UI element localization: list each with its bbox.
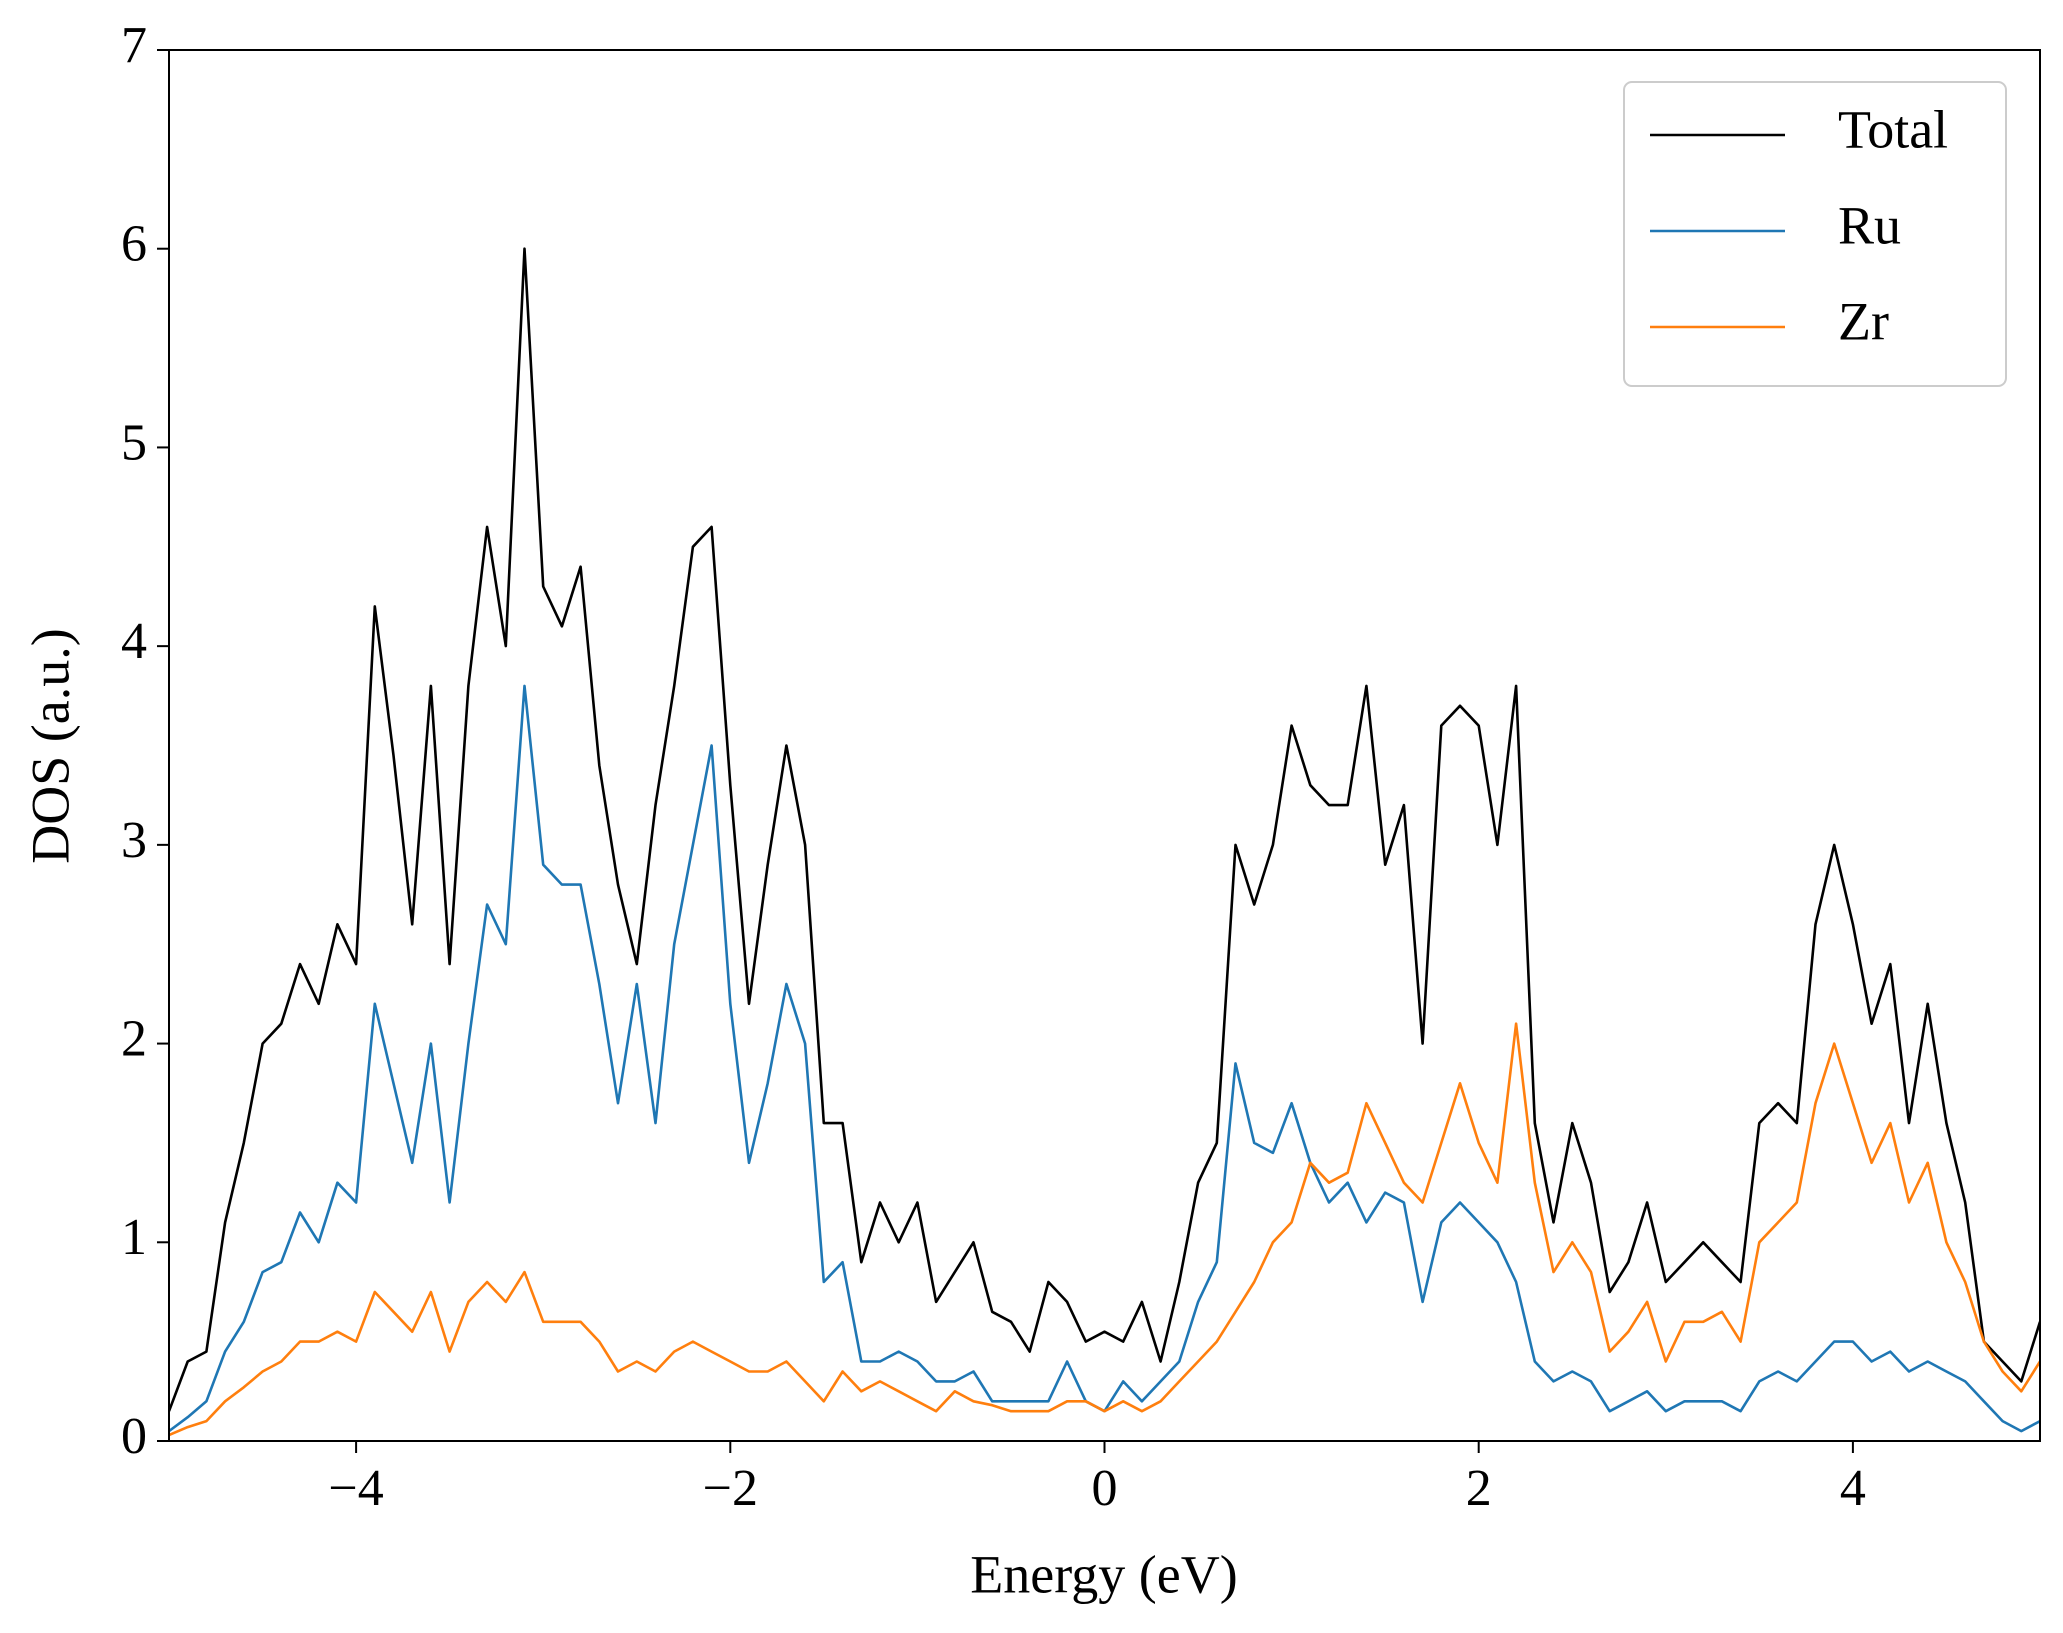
x-tick-label: −2 — [703, 1460, 758, 1517]
legend-label: Total — [1838, 99, 1948, 159]
x-tick-label: 0 — [1092, 1460, 1118, 1517]
line-series — [169, 684, 2040, 1433]
y-axis-label: DOS (a.u.) — [20, 628, 80, 863]
y-tick-label: 0 — [121, 1408, 147, 1465]
x-tick-label: 2 — [1466, 1460, 1492, 1517]
plot-frame — [168, 49, 2041, 1442]
y-tick-label: 5 — [121, 414, 147, 471]
x-tick-label: 4 — [1840, 1460, 1866, 1517]
legend-label: Zr — [1838, 291, 1889, 351]
y-tick-label: 4 — [121, 613, 147, 670]
line-series — [169, 1022, 2040, 1437]
legend-label: Ru — [1838, 195, 1901, 255]
y-tick-label: 1 — [121, 1209, 147, 1266]
legend-box — [1623, 81, 2007, 387]
y-tick-label: 7 — [121, 17, 147, 74]
y-tick-label: 6 — [121, 216, 147, 273]
x-tick-label: −4 — [328, 1460, 383, 1517]
x-axis-label: Energy (eV) — [970, 1544, 1237, 1604]
y-tick-label: 2 — [121, 1011, 147, 1068]
y-tick-label: 3 — [121, 812, 147, 869]
line-series — [169, 247, 2040, 1412]
